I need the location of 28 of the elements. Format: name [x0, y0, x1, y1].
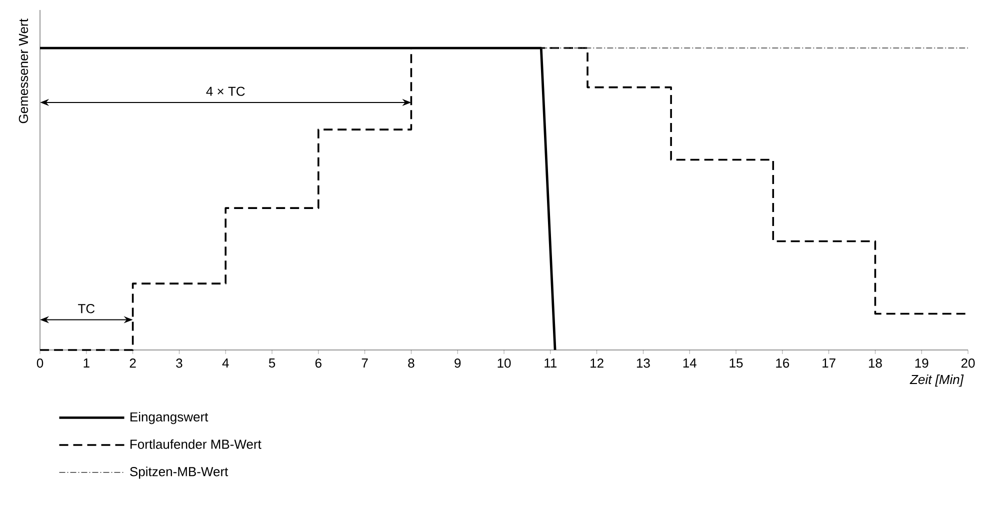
x-tick-label: 17: [822, 358, 836, 368]
legend-label: Spitzen-MB-Wert: [130, 466, 228, 479]
x-tick-label: 18: [868, 358, 882, 368]
y-axis-title: Gemessener Wert: [18, 18, 28, 124]
x-tick-label: 10: [498, 358, 511, 368]
x-tick-label: 6: [315, 358, 322, 368]
x-tick-label: 9: [454, 358, 461, 368]
x-tick-label: 20: [961, 358, 975, 368]
x-tick-label: 12: [590, 358, 604, 368]
x-tick-label: 0: [36, 358, 44, 368]
x-axis-title: Zeit [Min]: [910, 374, 964, 387]
legend-label: Eingangswert: [130, 412, 208, 424]
x-tick-label: 8: [408, 358, 414, 368]
annotation: TC: [78, 304, 95, 314]
x-tick-label: 5: [268, 358, 276, 368]
legend-label: Fortlaufender MB-Wert: [130, 439, 262, 449]
x-tick-label: 7: [362, 358, 368, 368]
annotation: 4 × TC: [206, 86, 245, 96]
x-tick-label: 13: [636, 358, 650, 368]
x-tick-label: 11: [544, 358, 557, 368]
x-tick-label: 4: [222, 358, 229, 368]
x-tick-label: 1: [84, 358, 90, 368]
x-tick-label: 16: [776, 358, 790, 368]
x-tick-label: 3: [176, 358, 182, 368]
x-tick-label: 15: [730, 358, 743, 368]
x-tick-label: 2: [130, 358, 136, 368]
x-tick-label: 19: [915, 358, 928, 368]
x-tick-label: 14: [683, 358, 696, 368]
